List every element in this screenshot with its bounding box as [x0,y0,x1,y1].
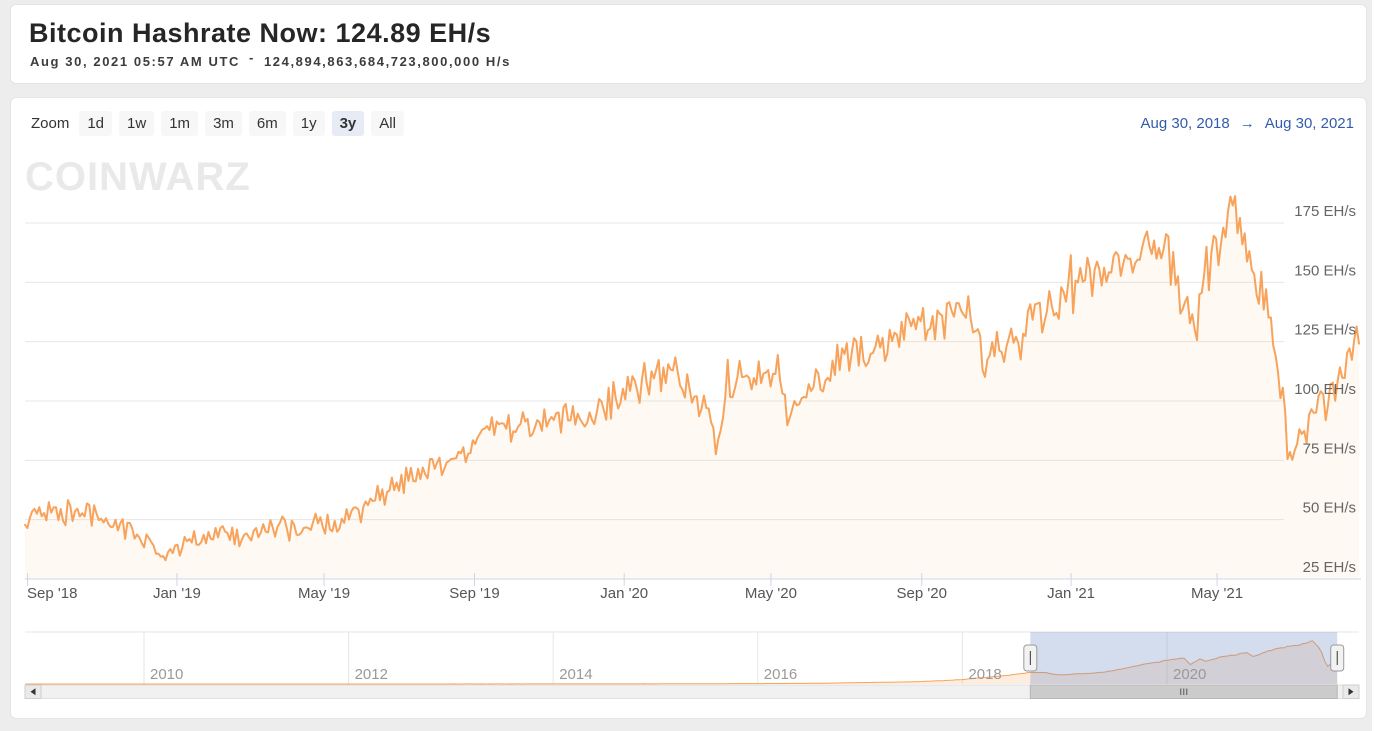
x-axis-label: Jan '20 [600,585,648,602]
nav-line [25,640,1338,685]
nav-year-label: 2020 [1173,666,1206,683]
x-axis-label: Sep '18 [27,585,77,602]
zoom-buttons: 1d 1w 1m 3m 6m 1y 3y All [79,111,404,136]
timestamp: Aug 30, 2021 05:57 AM UTC [30,54,241,69]
coinwarz-watermark: CoinWarz [25,155,251,199]
separator-dash: - [249,50,255,65]
zoom-button-6m[interactable]: 6m [248,111,286,136]
x-axis-label: May '19 [298,585,350,602]
x-axis-label: Sep '19 [449,585,499,602]
y-axis-label: 125 EH/s [1294,322,1356,339]
navigator-selection[interactable] [1030,632,1338,684]
header-subtitle: Aug 30, 2021 05:57 AM UTC -124,894,863,68… [11,49,1366,69]
hashrate-full-value: 124,894,863,684,723,800,000 H/s [263,54,511,69]
nav-year-label: 2010 [150,666,183,683]
y-axis-label: 25 EH/s [1303,559,1356,576]
zoom-button-1m[interactable]: 1m [161,111,199,136]
page-title: Bitcoin Hashrate Now: 124.89 EH/s [29,18,492,48]
zoom-button-1w[interactable]: 1w [119,111,155,136]
hashrate-series[interactable] [24,195,1360,579]
navigator[interactable]: 2010 2012 2014 2016 2018 2020 [25,631,1359,685]
scrollbar[interactable] [24,684,1360,699]
zoom-button-1d[interactable]: 1d [79,111,113,136]
axes: Sep '18 Jan '19 May '19 Sep '19 Jan '20 May '… [25,203,1361,602]
range-from[interactable]: Aug 30, 2018 [1140,115,1230,132]
x-axis-label: Jan '21 [1047,585,1095,602]
y-axis-label: 150 EH/s [1294,262,1356,279]
nav-year-label: 2016 [764,666,797,683]
y-axis-label: 175 EH/s [1294,203,1356,220]
chart-toolbar: Zoom 1d 1w 1m 3m 6m 1y 3y All Aug 30, 2018 → Au… [31,111,1354,136]
hashrate-line[interactable] [24,195,1360,562]
hashrate-area-fill [25,196,1359,579]
zoom-button-3y[interactable]: 3y [331,111,365,136]
y-axis-label: 50 EH/s [1303,500,1356,517]
y-axis-label: 75 EH/s [1303,440,1356,457]
scroll-left-arrow-icon [30,688,36,696]
nav-area-fill [25,640,1338,684]
zoom-button-1y[interactable]: 1y [292,111,325,136]
y-gridlines [25,222,1284,521]
date-range-display: Aug 30, 2018 → Aug 30, 2021 [1141,115,1355,132]
header-card: Bitcoin Hashrate Now: 124.89 EH/s Aug 30… [10,4,1367,84]
range-to[interactable]: Aug 30, 2021 [1264,115,1354,132]
x-axis-label: Sep '20 [897,585,947,602]
nav-year-label: 2018 [968,666,1001,683]
zoom-button-all[interactable]: All [371,111,404,136]
y-axis-label: 100 EH/s [1294,381,1356,398]
x-axis-label: May '21 [1191,585,1243,602]
range-arrow-icon: → [1239,115,1255,132]
nav-year-label: 2012 [355,666,388,683]
scroll-right-arrow-icon [1348,688,1354,696]
x-axis-label: Jan '19 [153,585,201,602]
x-axis-label: May '20 [745,585,797,602]
zoom-label: Zoom [31,115,70,132]
nav-year-label: 2014 [559,666,592,683]
zoom-button-3m[interactable]: 3m [205,111,242,136]
chart-svg[interactable]: Sep '18 Jan '19 May '19 Sep '19 Jan '20 May '… [11,98,1366,718]
chart-card: Zoom 1d 1w 1m 3m 6m 1y 3y All Aug 30, 2018 → Au… [10,97,1367,719]
